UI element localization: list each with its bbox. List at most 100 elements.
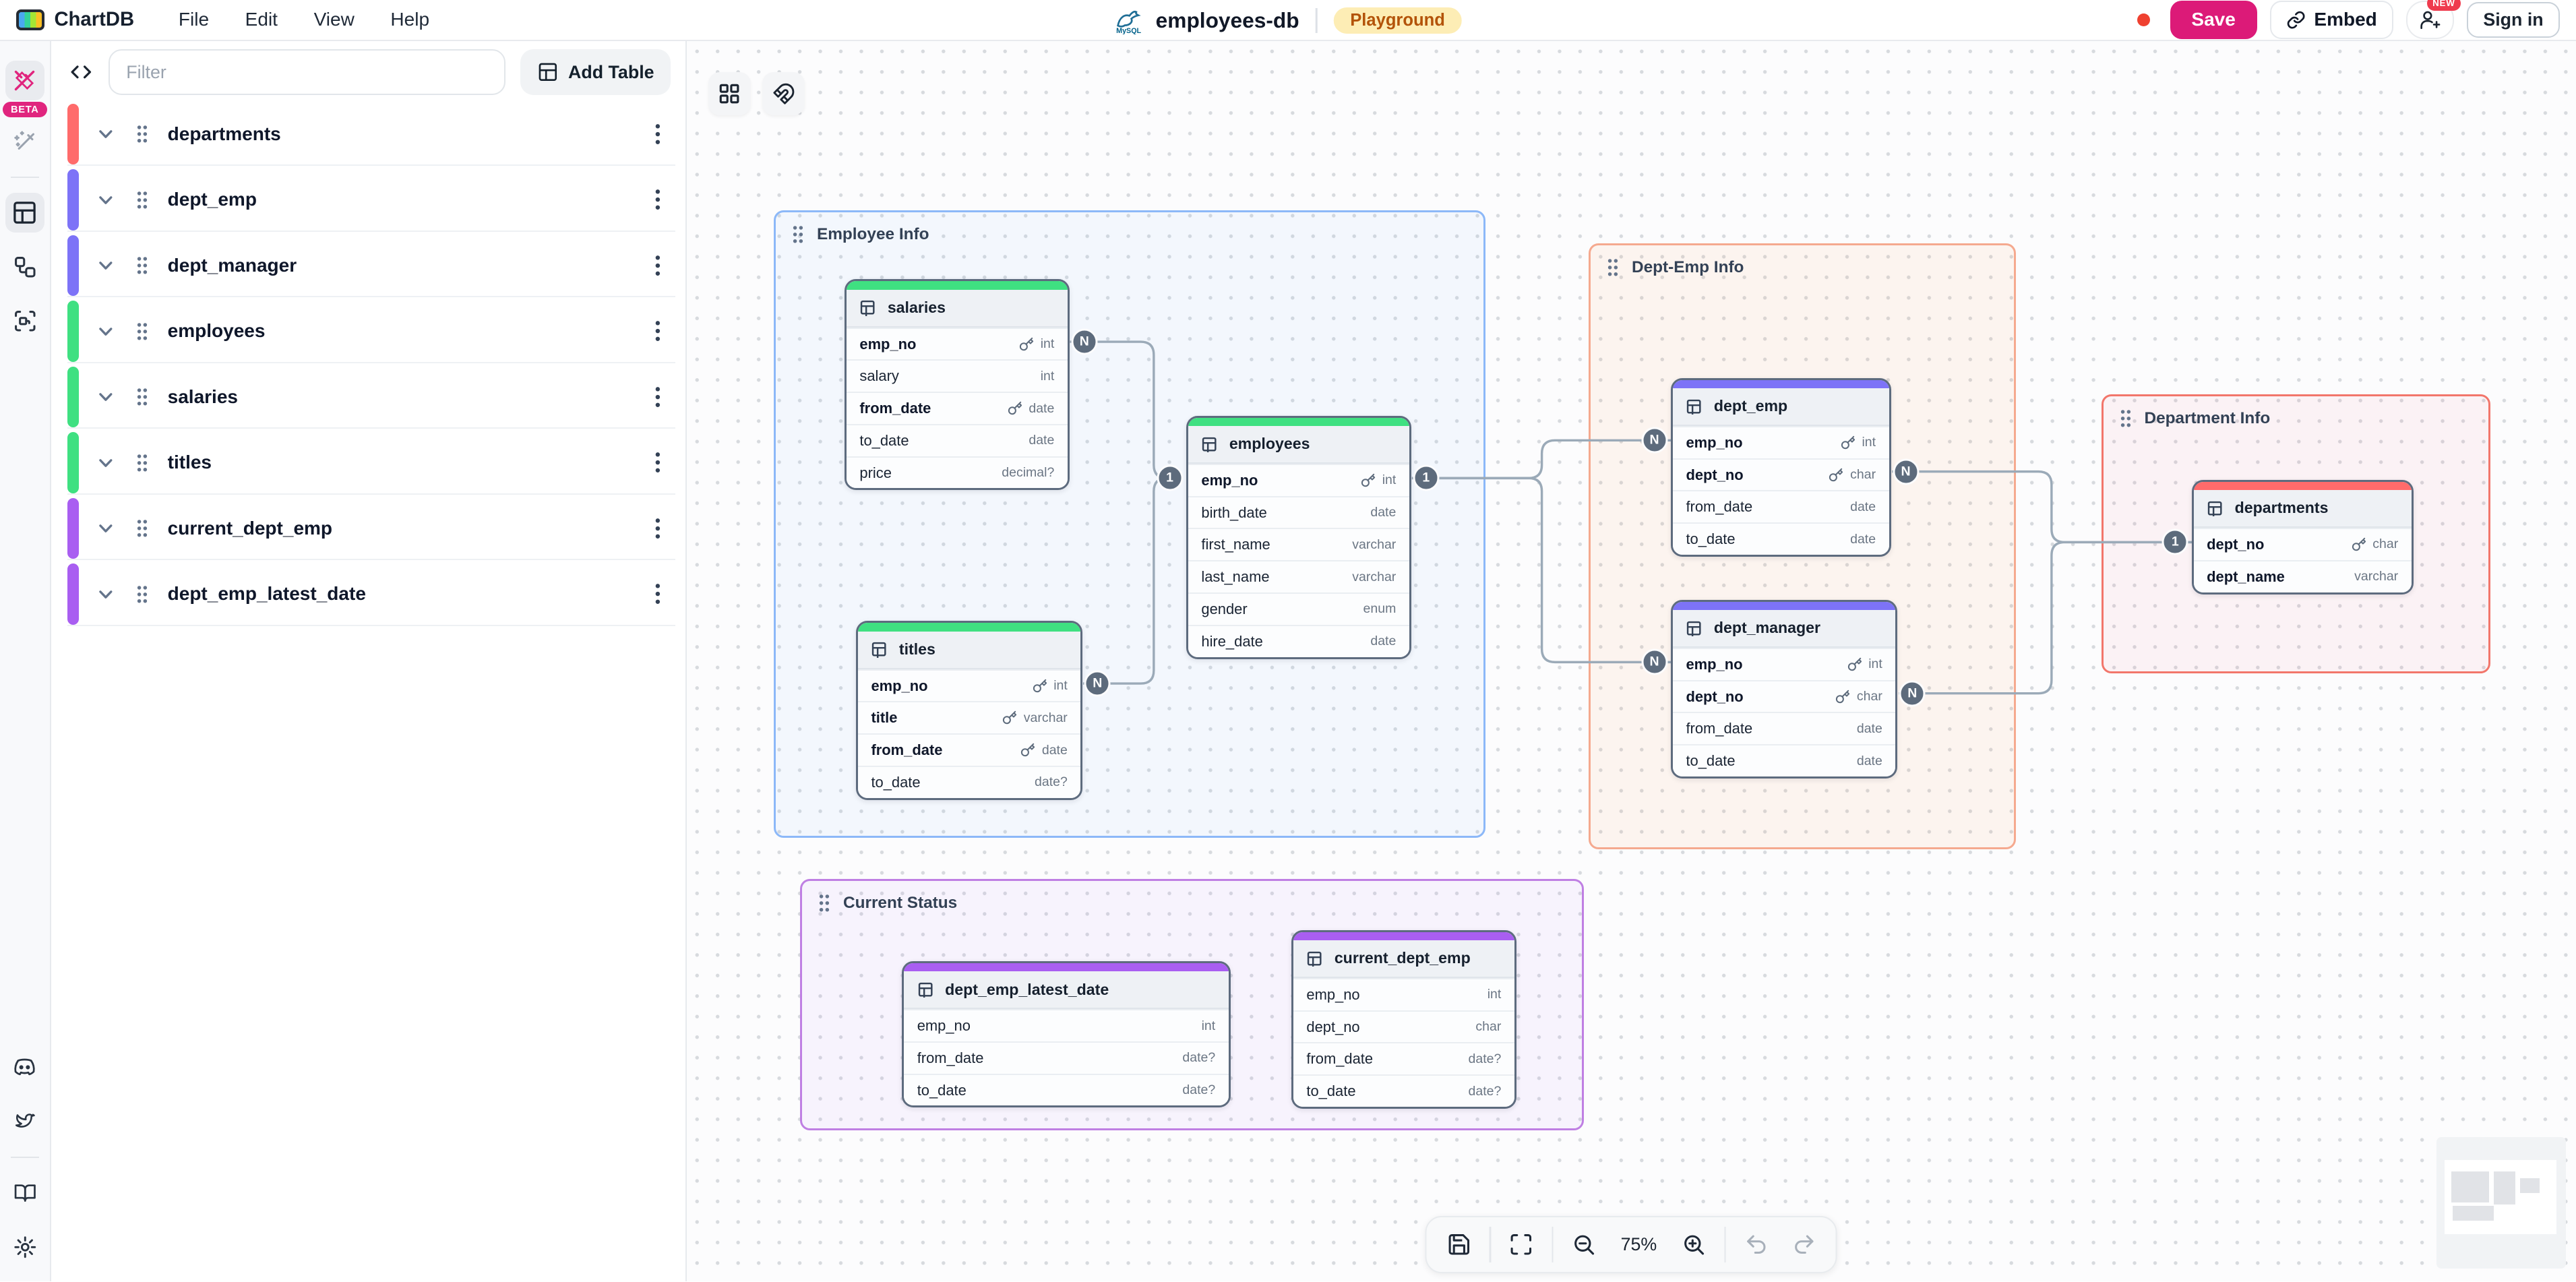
diagram-table-dept_emp[interactable]: dept_emp emp_no int dept_no char from_date dat… bbox=[1670, 377, 1891, 557]
diagram-table-employees[interactable]: employees emp_no int birth_date date first_na… bbox=[1186, 415, 1411, 659]
field-row-dept_no[interactable]: dept_no char bbox=[2193, 528, 2412, 560]
kebab-menu-icon[interactable] bbox=[654, 517, 661, 540]
relationship-line[interactable] bbox=[1898, 541, 2193, 695]
field-row-birth_date[interactable]: birth_date date bbox=[1188, 495, 1409, 528]
fit-view-button[interactable] bbox=[1499, 1223, 1543, 1267]
redo-button[interactable] bbox=[1781, 1223, 1826, 1267]
chevron-down-icon[interactable] bbox=[95, 584, 117, 605]
table-list-item-dept_manager[interactable]: dept_manager bbox=[67, 235, 676, 298]
table-list-item-employees[interactable]: employees bbox=[67, 301, 676, 363]
menu-file[interactable]: File bbox=[178, 9, 210, 30]
snap-to-grid-button[interactable] bbox=[762, 72, 805, 115]
tables-tab-button[interactable] bbox=[5, 193, 45, 233]
zoom-level[interactable]: 75% bbox=[1620, 1233, 1657, 1254]
diagram-table-titles[interactable]: titles emp_no int title varchar from_date date… bbox=[855, 621, 1083, 800]
undo-button[interactable] bbox=[1734, 1223, 1779, 1267]
discord-button[interactable] bbox=[5, 1049, 45, 1089]
diagram-canvas[interactable]: Employee Info Dept-Emp Info Department Inf… bbox=[686, 40, 2576, 1282]
table-header[interactable]: dept_manager bbox=[1672, 609, 1896, 648]
menu-edit[interactable]: Edit bbox=[245, 9, 278, 30]
field-row-to_date[interactable]: to_date date? bbox=[904, 1073, 1229, 1106]
field-row-title[interactable]: title varchar bbox=[857, 701, 1081, 734]
table-header[interactable]: salaries bbox=[846, 289, 1068, 328]
field-row-emp_no[interactable]: emp_no int bbox=[846, 327, 1068, 360]
field-row-from_date[interactable]: from_date date? bbox=[904, 1041, 1229, 1074]
drag-handle-icon[interactable] bbox=[135, 452, 150, 474]
diagram-table-dept_emp_latest_date[interactable]: dept_emp_latest_date emp_no int from_date da… bbox=[902, 960, 1231, 1108]
chevron-down-icon[interactable] bbox=[95, 189, 117, 211]
kebab-menu-icon[interactable] bbox=[654, 451, 661, 474]
field-row-to_date[interactable]: to_date date bbox=[1672, 744, 1896, 776]
field-row-to_date[interactable]: to_date date bbox=[846, 423, 1068, 456]
relationship-line[interactable] bbox=[1082, 477, 1171, 685]
field-row-emp_no[interactable]: emp_no int bbox=[1672, 647, 1896, 680]
field-row-from_date[interactable]: from_date date bbox=[857, 733, 1081, 766]
field-row-emp_no[interactable]: emp_no int bbox=[1293, 977, 1514, 1010]
drag-handle-icon[interactable] bbox=[135, 518, 150, 539]
field-row-first_name[interactable]: first_name varchar bbox=[1188, 528, 1409, 561]
field-row-to_date[interactable]: to_date date? bbox=[1293, 1074, 1514, 1107]
table-header[interactable]: current_dept_emp bbox=[1293, 940, 1514, 978]
drag-handle-icon[interactable] bbox=[135, 123, 150, 145]
field-row-hire_date[interactable]: hire_date date bbox=[1188, 624, 1409, 657]
chevron-down-icon[interactable] bbox=[95, 123, 117, 145]
save-diagram-button[interactable] bbox=[1437, 1223, 1481, 1267]
kebab-menu-icon[interactable] bbox=[654, 582, 661, 605]
field-row-dept_name[interactable]: dept_name varchar bbox=[2193, 559, 2412, 592]
drag-handle-icon[interactable] bbox=[135, 189, 150, 211]
field-row-last_name[interactable]: last_name varchar bbox=[1188, 560, 1409, 592]
minimap[interactable] bbox=[2436, 1136, 2567, 1269]
field-row-to_date[interactable]: to_date date bbox=[1672, 522, 1889, 555]
kebab-menu-icon[interactable] bbox=[654, 188, 661, 211]
table-list-item-departments[interactable]: departments bbox=[67, 103, 676, 166]
table-header[interactable]: employees bbox=[1188, 425, 1409, 464]
area-drag-handle-icon[interactable] bbox=[817, 892, 832, 914]
invite-user-button[interactable]: NEW bbox=[2406, 0, 2461, 39]
table-list-item-titles[interactable]: titles bbox=[67, 432, 676, 495]
edit-diagram-button[interactable] bbox=[5, 61, 45, 100]
field-row-emp_no[interactable]: emp_no int bbox=[904, 1009, 1229, 1041]
field-row-dept_no[interactable]: dept_no char bbox=[1672, 458, 1889, 491]
relationship-line[interactable] bbox=[1411, 439, 1672, 480]
kebab-menu-icon[interactable] bbox=[654, 123, 661, 146]
field-row-dept_no[interactable]: dept_no char bbox=[1672, 679, 1896, 712]
database-name[interactable]: employees-db bbox=[1155, 7, 1299, 32]
zoom-in-button[interactable] bbox=[1672, 1223, 1716, 1267]
field-row-emp_no[interactable]: emp_no int bbox=[857, 669, 1081, 702]
table-header[interactable]: departments bbox=[2193, 489, 2412, 528]
reorder-tables-button[interactable] bbox=[708, 72, 751, 115]
table-list-item-current_dept_emp[interactable]: current_dept_emp bbox=[67, 497, 676, 561]
field-row-from_date[interactable]: from_date date bbox=[846, 392, 1068, 424]
field-row-from_date[interactable]: from_date date? bbox=[1293, 1042, 1514, 1075]
add-table-button[interactable]: Add Table bbox=[520, 49, 671, 96]
table-list-item-dept_emp[interactable]: dept_emp bbox=[67, 169, 676, 232]
area-drag-handle-icon[interactable] bbox=[2118, 408, 2133, 429]
embed-button[interactable]: Embed bbox=[2270, 1, 2393, 39]
drag-handle-icon[interactable] bbox=[135, 386, 150, 408]
menu-view[interactable]: View bbox=[313, 9, 355, 30]
area-drag-handle-icon[interactable] bbox=[1605, 257, 1620, 278]
drag-handle-icon[interactable] bbox=[135, 584, 150, 605]
kebab-menu-icon[interactable] bbox=[654, 386, 661, 408]
drag-handle-icon[interactable] bbox=[135, 255, 150, 276]
menu-help[interactable]: Help bbox=[390, 9, 430, 30]
chevron-down-icon[interactable] bbox=[95, 321, 117, 342]
sign-in-button[interactable]: Sign in bbox=[2467, 1, 2560, 38]
relationship-line[interactable] bbox=[1411, 477, 1672, 664]
chevron-down-icon[interactable] bbox=[95, 452, 117, 474]
field-row-to_date[interactable]: to_date date? bbox=[857, 765, 1081, 798]
field-row-emp_no[interactable]: emp_no int bbox=[1188, 463, 1409, 496]
drag-handle-icon[interactable] bbox=[135, 321, 150, 342]
areas-tab-button[interactable] bbox=[5, 301, 45, 341]
save-button[interactable]: Save bbox=[2170, 1, 2257, 39]
table-list-item-salaries[interactable]: salaries bbox=[67, 366, 676, 429]
chevron-down-icon[interactable] bbox=[95, 518, 117, 539]
area-drag-handle-icon[interactable] bbox=[791, 224, 805, 245]
docs-button[interactable] bbox=[5, 1173, 45, 1213]
diagram-table-dept_manager[interactable]: dept_manager emp_no int dept_no char from_dat… bbox=[1670, 599, 1898, 779]
table-list-item-dept_emp_latest_date[interactable]: dept_emp_latest_date bbox=[67, 563, 676, 626]
table-header[interactable]: dept_emp bbox=[1672, 388, 1889, 426]
twitter-button[interactable] bbox=[5, 1103, 45, 1142]
relationships-tab-button[interactable] bbox=[5, 247, 45, 287]
settings-button[interactable] bbox=[5, 1227, 45, 1267]
